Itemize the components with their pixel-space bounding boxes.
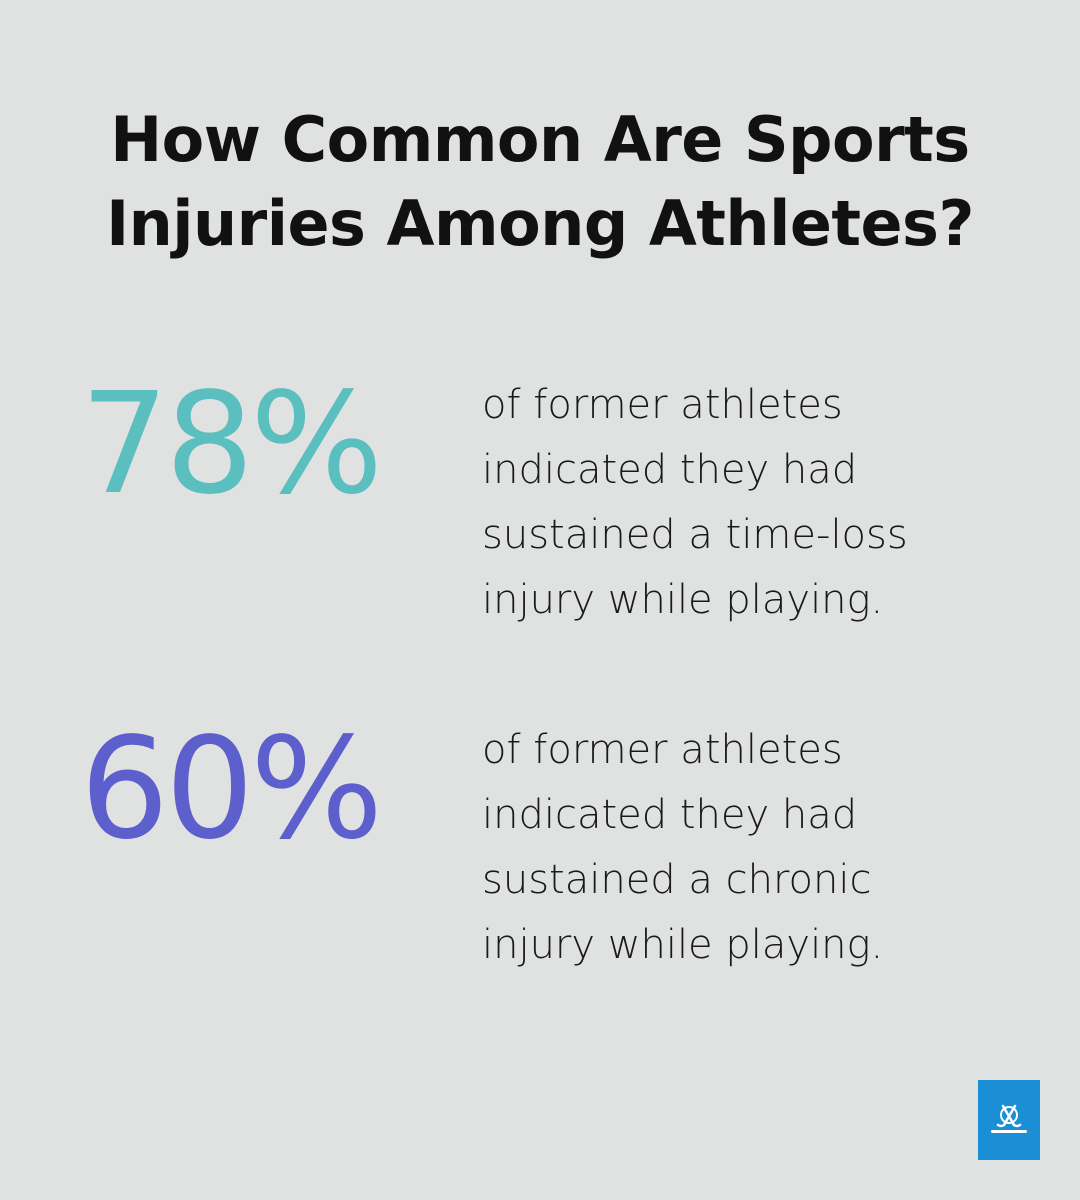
stat-time-loss-injury: 78% of former athletes indicated they ha… bbox=[0, 360, 1080, 640]
title-line-2: Injuries Among Athletes? bbox=[106, 187, 974, 260]
stat-description-line: of former athletes bbox=[482, 727, 843, 773]
stat-description-line: sustained a chronic bbox=[482, 857, 872, 903]
stat-value: 60% bbox=[80, 708, 383, 871]
title-line-1: How Common Are Sports bbox=[110, 103, 970, 176]
stat-description-line: sustained a time-loss bbox=[482, 512, 908, 558]
stat-description-line: injury while playing. bbox=[482, 577, 884, 623]
stat-description-line: indicated they had bbox=[482, 447, 858, 493]
stat-value: 78% bbox=[80, 363, 383, 526]
stat-description-line: of former athletes bbox=[482, 382, 843, 428]
stat-description: of former athletes indicated they had su… bbox=[482, 373, 1002, 633]
stat-description: of former athletes indicated they had su… bbox=[482, 718, 1002, 978]
stat-description-line: indicated they had bbox=[482, 792, 858, 838]
hockey-sticks-icon bbox=[991, 1104, 1027, 1133]
stat-chronic-injury: 60% of former athletes indicated they ha… bbox=[0, 705, 1080, 985]
stat-description-line: injury while playing. bbox=[482, 922, 884, 968]
page-title: How Common Are Sports Injuries Among Ath… bbox=[0, 98, 1080, 266]
brand-logo bbox=[978, 1080, 1040, 1160]
